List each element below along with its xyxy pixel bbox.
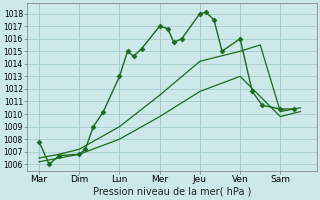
X-axis label: Pression niveau de la mer( hPa ): Pression niveau de la mer( hPa ) bbox=[92, 187, 251, 197]
